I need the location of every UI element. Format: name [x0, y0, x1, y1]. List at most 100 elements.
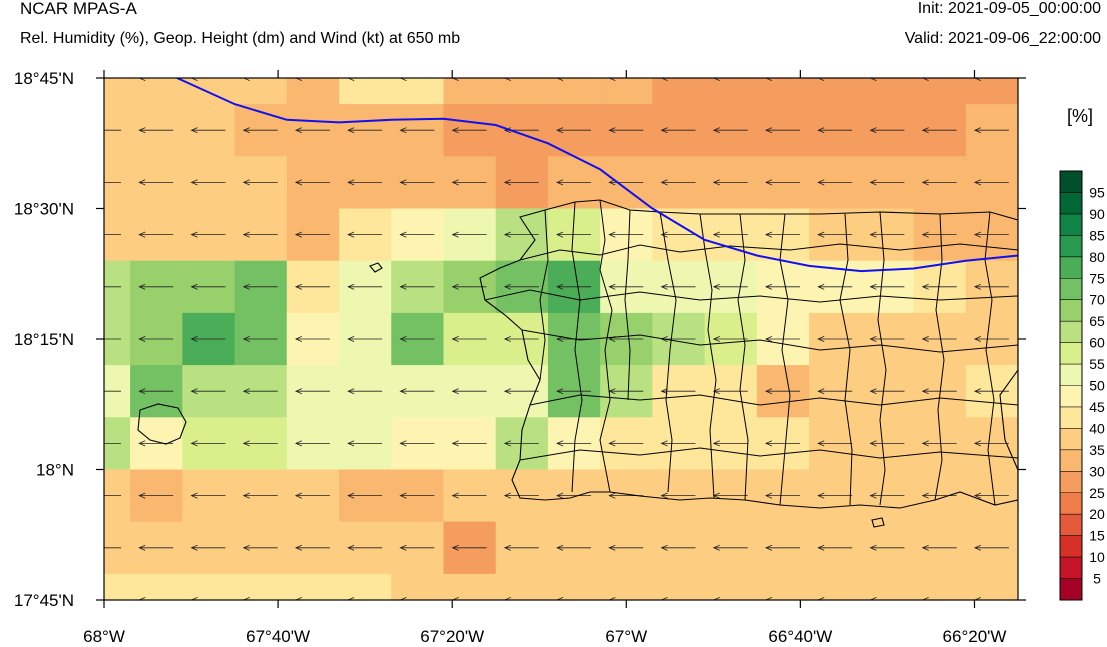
- wind-arrow: [399, 283, 435, 290]
- wind-arrow: [104, 443, 121, 444]
- wind-arrow: [190, 78, 226, 81]
- colorbar-swatch: [1060, 492, 1082, 515]
- municipality-boundary: [521, 329, 1018, 353]
- wind-arrow: [503, 231, 539, 238]
- colorbar-swatch: [1060, 385, 1082, 408]
- wind-arrow: [764, 179, 800, 186]
- wind-arrow: [503, 78, 539, 81]
- wind-arrow: [712, 336, 748, 342]
- rh-cell: [652, 78, 706, 105]
- rh-cell: [652, 573, 706, 600]
- municipality-boundary: [839, 213, 853, 506]
- wind-arrow: [556, 283, 592, 290]
- wind-arrow: [921, 127, 957, 134]
- wind-arrow: [190, 231, 226, 238]
- geopotential-height-contour: [176, 78, 1018, 273]
- wind-arrow: [556, 231, 592, 238]
- colorbar-label: 85: [1089, 227, 1105, 243]
- figure-subtitle: Rel. Humidity (%), Geop. Height (dm) and…: [20, 30, 461, 47]
- municipality-boundaries: [484, 199, 1018, 506]
- wind-arrow: [503, 336, 539, 342]
- valid-time: Valid: 2021-09-06_22:00:00: [904, 30, 1101, 47]
- wind-arrow: [817, 597, 853, 600]
- wind-arrow: [190, 492, 226, 499]
- wind-arrow: [973, 127, 1009, 134]
- wind-arrow: [138, 544, 174, 551]
- wind-arrow: [764, 283, 800, 290]
- wind-arrow: [869, 544, 905, 551]
- wind-arrow: [817, 388, 853, 395]
- wind-arrow: [660, 492, 696, 499]
- wind-arrow: [294, 492, 330, 499]
- wind-arrow: [451, 231, 487, 238]
- municipality-boundary: [484, 289, 1018, 303]
- wind-arrow: [869, 492, 905, 499]
- wind-arrow: [764, 597, 800, 600]
- wind-arrow: [608, 597, 644, 600]
- colorbar-label: 30: [1089, 463, 1105, 479]
- wind-arrow: [817, 336, 853, 342]
- wind-arrow: [138, 179, 174, 186]
- wind-arrow: [608, 544, 644, 551]
- rh-cell: [391, 78, 445, 105]
- wind-arrow: [556, 127, 592, 134]
- municipality-boundary: [599, 199, 613, 493]
- wind-arrow: [712, 127, 748, 134]
- wind-arrow: [556, 179, 592, 186]
- wind-arrow: [660, 127, 696, 134]
- colorbar-swatch: [1060, 256, 1082, 279]
- colorbar-label: 75: [1089, 270, 1105, 286]
- wind-arrow: [242, 492, 278, 499]
- wind-arrow: [921, 440, 957, 447]
- wind-arrow: [399, 544, 435, 551]
- wind-arrow: [451, 492, 487, 499]
- colorbar-label: 20: [1089, 506, 1105, 522]
- wind-arrow: [399, 388, 435, 395]
- wind-arrow: [294, 388, 330, 395]
- rh-cell: [104, 573, 131, 600]
- rh-cell: [182, 573, 236, 600]
- figure-title: NCAR MPAS-A: [20, 0, 137, 18]
- wind-arrow: [503, 388, 539, 395]
- colorbar-swatch: [1060, 213, 1082, 236]
- wind-arrow: [660, 179, 696, 186]
- colorbar-label: 65: [1089, 313, 1105, 329]
- wind-arrow: [104, 286, 121, 288]
- colorbar-swatch: [1060, 321, 1082, 343]
- wind-arrow: [973, 597, 1009, 600]
- rh-cell: [547, 573, 601, 600]
- wind-arrow: [556, 544, 592, 551]
- wind-arrow: [294, 78, 330, 81]
- wind-arrow: [817, 179, 853, 186]
- wind-arrow: [190, 597, 226, 600]
- rh-cell: [130, 573, 183, 600]
- wind-arrow: [138, 597, 174, 600]
- lat-tick-label: 17°45'N: [14, 591, 74, 610]
- wind-arrow: [660, 283, 696, 290]
- wind-arrow: [190, 336, 226, 342]
- wind-arrow: [869, 440, 905, 447]
- wind-arrow: [242, 283, 278, 290]
- lon-tick-label: 66°40'W: [768, 627, 832, 646]
- lat-tick-label: 18°15'N: [14, 330, 74, 349]
- wind-arrow: [973, 179, 1009, 186]
- wind-arrow: [712, 283, 748, 290]
- colorbar-swatch: [1060, 449, 1082, 472]
- colorbar-label: 55: [1089, 356, 1105, 372]
- wind-arrow: [104, 338, 121, 340]
- rh-cell: [965, 78, 1018, 105]
- wind-arrow: [451, 179, 487, 186]
- wind-arrow: [712, 78, 748, 81]
- wind-arrow: [242, 440, 278, 447]
- rh-cell: [339, 78, 392, 105]
- wind-arrow: [608, 127, 644, 134]
- wind-arrow: [660, 78, 696, 81]
- wind-arrow: [503, 283, 539, 290]
- rh-cell: [704, 573, 758, 600]
- wind-arrow: [608, 78, 644, 81]
- southern-islet: [871, 517, 885, 528]
- wind-arrow: [921, 492, 957, 499]
- wind-arrow: [660, 231, 696, 238]
- wind-arrow: [104, 495, 121, 496]
- wind-arrow: [451, 78, 487, 81]
